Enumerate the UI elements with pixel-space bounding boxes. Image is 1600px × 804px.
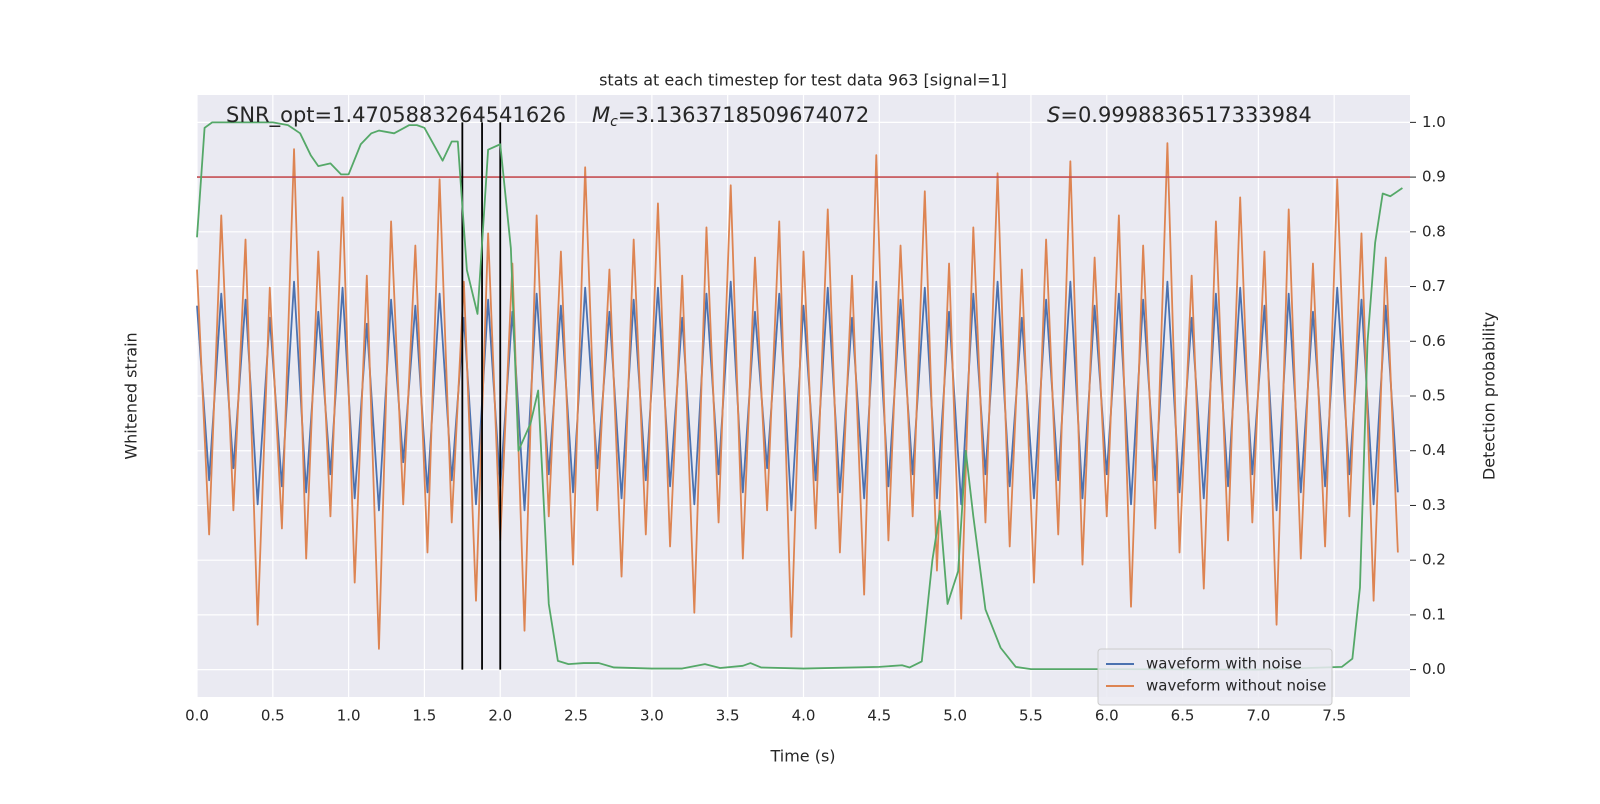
legend-box <box>1097 648 1333 706</box>
x-tick-label: 7.5 <box>1322 707 1346 725</box>
series-line <box>196 142 1399 650</box>
legend: waveform with noise waveform without nois… <box>1097 648 1333 706</box>
series-line <box>196 121 1403 671</box>
y2-tick-label: 0.1 <box>1422 605 1446 623</box>
y2-tick-label: 0.8 <box>1422 222 1446 240</box>
x-tick-label: 2.5 <box>564 707 588 725</box>
x-tick-label: 4.5 <box>867 707 891 725</box>
chart-title: stats at each timestep for test data 963… <box>599 71 1007 90</box>
x-tick-label: 4.0 <box>792 707 816 725</box>
annotation-symbol: S <box>1047 103 1060 127</box>
y2-axis-label: Detection probability <box>1480 312 1499 480</box>
x-tick-label: 1.0 <box>337 707 361 725</box>
y2-tick-label: 0.5 <box>1422 387 1446 405</box>
y2-tick-label: 0.3 <box>1422 496 1446 514</box>
x-tick-label: 2.0 <box>488 707 512 725</box>
annotation-subscript: c <box>610 114 618 130</box>
x-tick-label: 5.5 <box>1019 707 1043 725</box>
annotation: Mc=3.1363718509674072 <box>592 103 869 130</box>
legend-label: waveform with noise <box>1146 655 1302 673</box>
annotation-symbol: M <box>592 103 610 127</box>
marks <box>196 121 1410 671</box>
x-axis-label: Time (s) <box>769 747 835 766</box>
x-tick-label: 7.0 <box>1246 707 1270 725</box>
annotation-text: =3.1363718509674072 <box>618 103 869 127</box>
x-tick-label: 6.5 <box>1171 707 1195 725</box>
y2-tick-label: 0.0 <box>1422 660 1446 678</box>
x-tick-label: 0.0 <box>185 707 209 725</box>
y2-tick-label: 0.2 <box>1422 551 1446 569</box>
y-axis-label: Whitened strain <box>122 332 141 459</box>
y2-tick-label: 0.9 <box>1422 168 1446 186</box>
x-tick-label: 0.5 <box>261 707 285 725</box>
x-tick-label: 6.0 <box>1095 707 1119 725</box>
annotation-text: =0.9998836517333984 <box>1060 103 1311 127</box>
annotation: SNR_opt=1.4705883264541626 <box>226 103 566 128</box>
y2-tick-label: 0.7 <box>1422 277 1446 295</box>
y2-tick-label: 0.6 <box>1422 332 1446 350</box>
y2-tick-label: 0.4 <box>1422 441 1446 459</box>
y2-tick-label: 1.0 <box>1422 113 1446 131</box>
x-tick-label: 5.0 <box>943 707 967 725</box>
x-tick-label: 3.0 <box>640 707 664 725</box>
annotation: S=0.9998836517333984 <box>1047 103 1312 127</box>
x-tick-label: 1.5 <box>413 707 437 725</box>
legend-label: waveform without noise <box>1146 677 1326 695</box>
x-tick-label: 3.5 <box>716 707 740 725</box>
